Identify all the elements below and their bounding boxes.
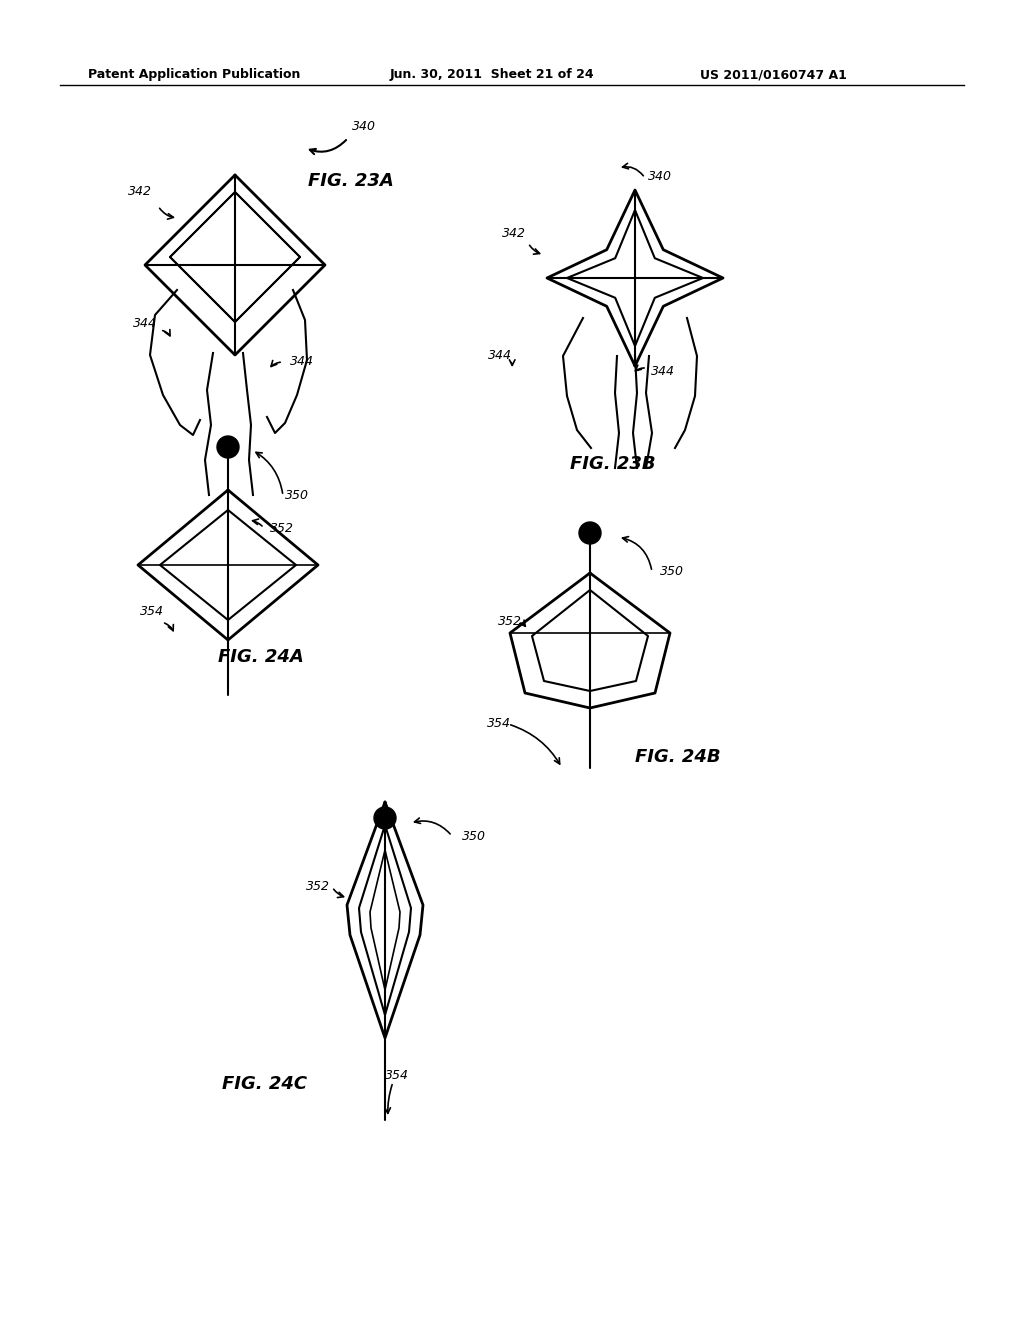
Circle shape <box>579 521 601 544</box>
Text: FIG. 23A: FIG. 23A <box>308 172 394 190</box>
Text: 344: 344 <box>488 348 512 362</box>
Text: FIG. 24A: FIG. 24A <box>218 648 304 667</box>
Circle shape <box>374 807 396 829</box>
Text: 342: 342 <box>502 227 526 240</box>
Text: 352: 352 <box>270 521 294 535</box>
Text: FIG. 23B: FIG. 23B <box>570 455 655 473</box>
Text: US 2011/0160747 A1: US 2011/0160747 A1 <box>700 69 847 81</box>
Text: 350: 350 <box>462 830 486 843</box>
Text: 340: 340 <box>352 120 376 133</box>
Circle shape <box>217 436 239 458</box>
Text: 344: 344 <box>133 317 157 330</box>
Text: Patent Application Publication: Patent Application Publication <box>88 69 300 81</box>
Text: FIG. 24B: FIG. 24B <box>635 748 721 766</box>
Text: 350: 350 <box>285 488 309 502</box>
Text: 354: 354 <box>487 717 511 730</box>
Text: FIG. 24C: FIG. 24C <box>222 1074 307 1093</box>
Text: 350: 350 <box>660 565 684 578</box>
Text: 354: 354 <box>140 605 164 618</box>
Text: 352: 352 <box>306 880 330 894</box>
Text: Jun. 30, 2011  Sheet 21 of 24: Jun. 30, 2011 Sheet 21 of 24 <box>390 69 595 81</box>
Text: 344: 344 <box>651 366 675 378</box>
Text: 352: 352 <box>498 615 522 628</box>
Text: 354: 354 <box>385 1069 409 1082</box>
Text: 340: 340 <box>648 170 672 183</box>
Text: 342: 342 <box>128 185 152 198</box>
Text: 344: 344 <box>290 355 314 368</box>
